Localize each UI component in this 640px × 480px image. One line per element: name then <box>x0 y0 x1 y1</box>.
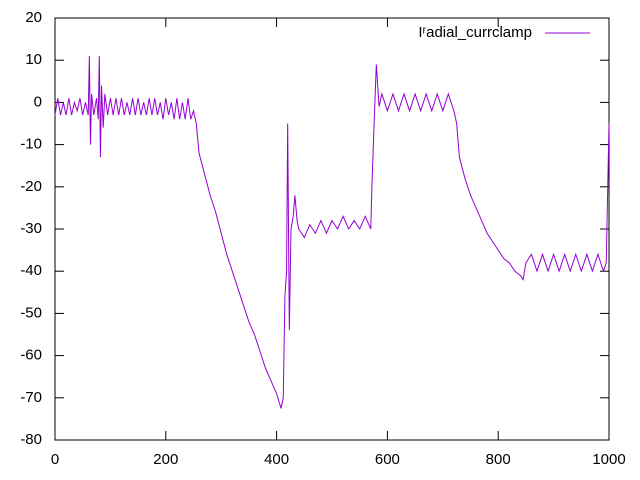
plot-border <box>54 17 610 441</box>
x-tick-label: 1000 <box>592 451 625 468</box>
y-tick-label: -30 <box>20 220 42 237</box>
y-tick-label: -40 <box>20 262 42 279</box>
x-tick-label: 600 <box>375 451 400 468</box>
x-tick-label: 800 <box>486 451 511 468</box>
y-tick-label: -50 <box>20 304 42 321</box>
x-tick-label: 200 <box>153 451 178 468</box>
series-line <box>54 55 610 409</box>
y-tick-label: 10 <box>25 51 42 68</box>
y-tick-label: -10 <box>20 136 42 153</box>
y-tick-label: -70 <box>20 389 42 406</box>
x-tick-label: 0 <box>51 451 59 468</box>
y-tick-label: -20 <box>20 178 42 195</box>
y-tick-label: 0 <box>34 93 42 110</box>
y-tick-label: -60 <box>20 347 42 364</box>
y-tick-label: 20 <box>25 9 42 26</box>
legend-label: Iʳadial_currclamp <box>418 24 532 41</box>
x-tick-label: 400 <box>264 451 289 468</box>
y-tick-label: -80 <box>20 431 42 448</box>
